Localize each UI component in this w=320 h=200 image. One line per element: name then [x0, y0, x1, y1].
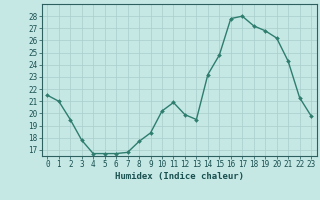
- X-axis label: Humidex (Indice chaleur): Humidex (Indice chaleur): [115, 172, 244, 181]
